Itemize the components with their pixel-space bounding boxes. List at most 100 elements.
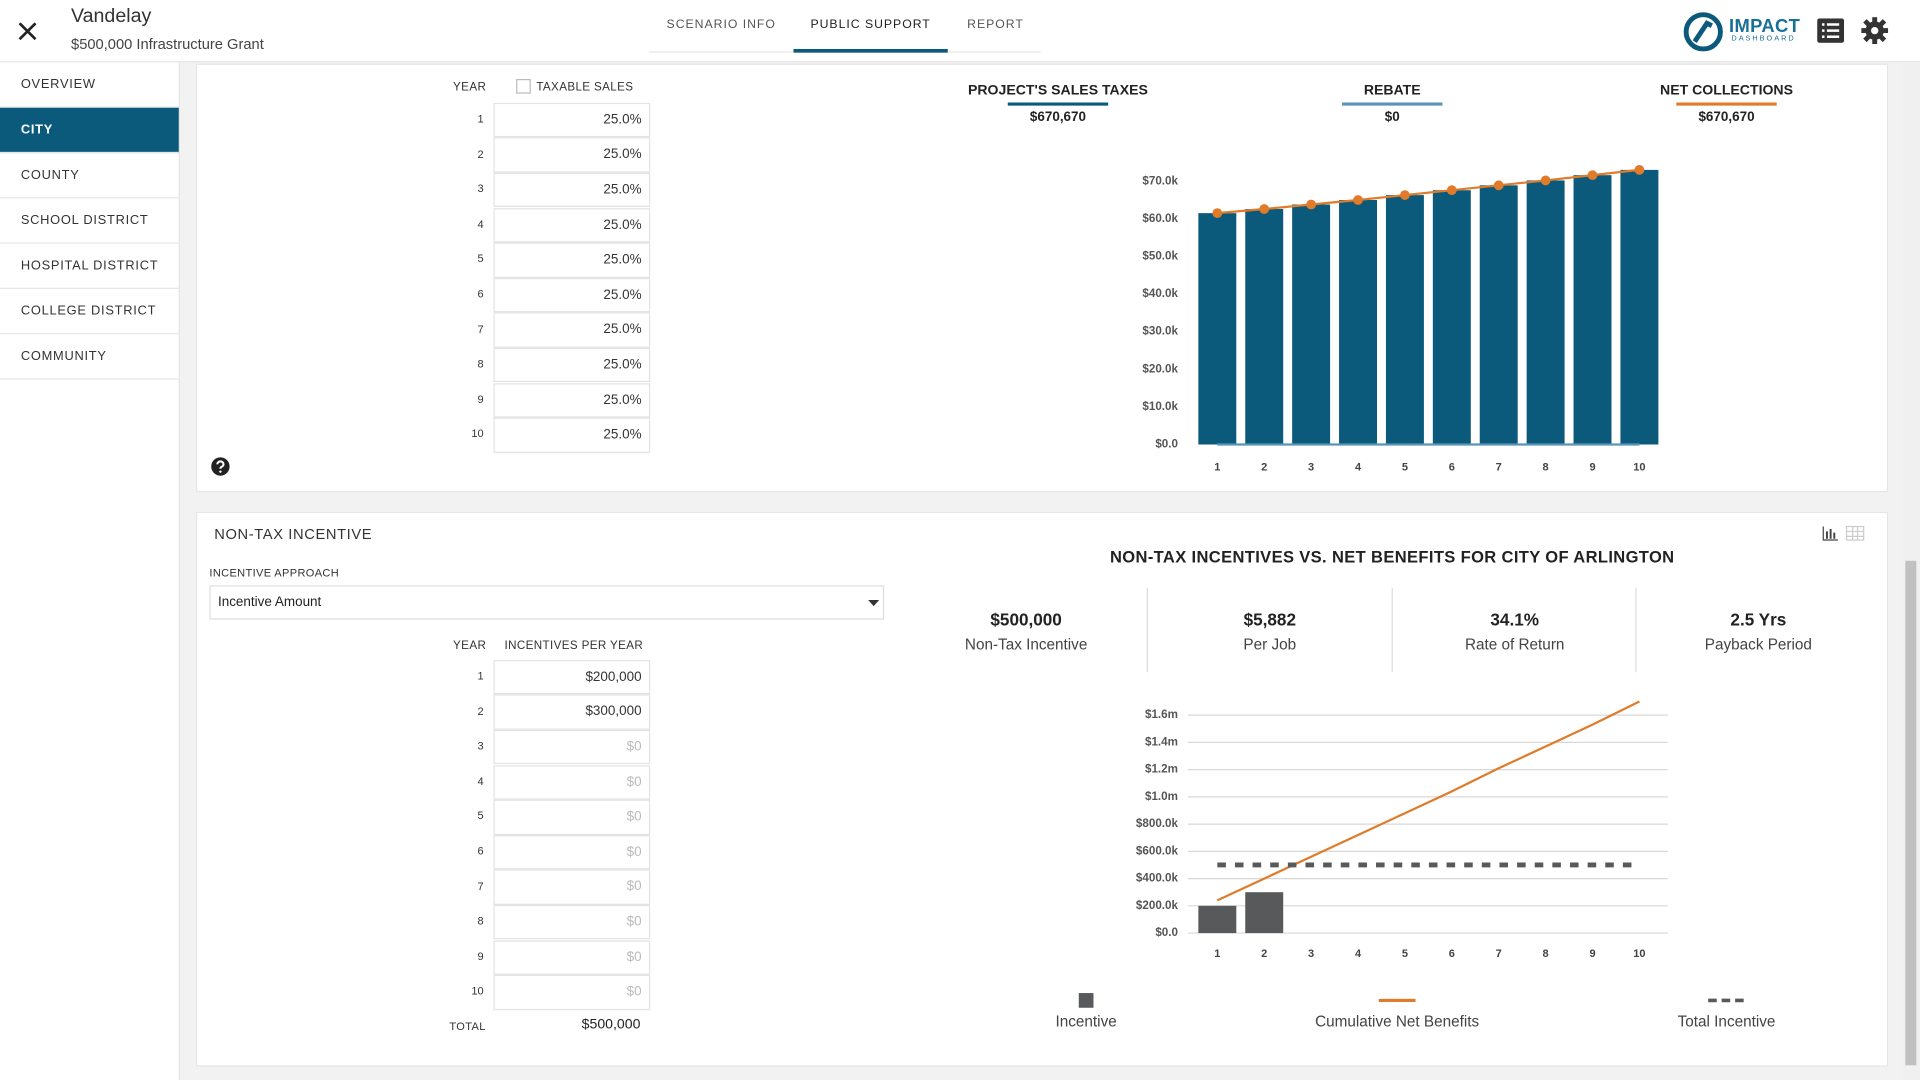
sidebar-item[interactable]: SCHOOL DISTRICT	[0, 198, 179, 244]
value-cell[interactable]: $0	[493, 799, 651, 835]
value-header: INCENTIVES PER YEAR	[504, 639, 644, 653]
sidebar-item[interactable]: OVERVIEW	[0, 62, 179, 108]
point	[1259, 204, 1270, 214]
value-cell[interactable]: $0	[493, 764, 651, 800]
value-cell[interactable]: 25.0%	[493, 242, 651, 278]
stat-value: 34.1%	[1490, 609, 1539, 629]
x-tick-label: 8	[1543, 462, 1549, 474]
value-cell[interactable]: $0	[493, 869, 651, 905]
y-tick-label: $20.0k	[1142, 362, 1178, 375]
point	[1634, 164, 1645, 175]
legend-label: PROJECT'S SALES TAXES	[968, 81, 1148, 97]
tab[interactable]: REPORT	[967, 18, 1024, 32]
list-icon[interactable]	[1817, 18, 1845, 43]
sidebar-item[interactable]: COUNTY	[0, 153, 179, 199]
x-tick-label: 7	[1496, 462, 1502, 474]
x-tick-label: 5	[1402, 948, 1408, 960]
stat-value: $500,000	[990, 609, 1061, 629]
x-tick-label: 4	[1355, 948, 1362, 960]
x-tick-label: 2	[1261, 462, 1267, 474]
value-cell[interactable]: $300,000	[493, 694, 651, 730]
point	[1540, 175, 1551, 186]
value-cell[interactable]: 25.0%	[493, 312, 651, 348]
approach-label: INCENTIVE APPROACH	[209, 566, 340, 580]
logo-icon	[1683, 12, 1723, 52]
value-cell[interactable]: $0	[493, 939, 651, 975]
x-tick-label: 3	[1308, 462, 1314, 474]
stat-label: Per Job	[1243, 636, 1296, 653]
year-label: 3	[477, 739, 484, 753]
logo-subtext: DASHBOARD	[1731, 35, 1796, 43]
tab[interactable]: PUBLIC SUPPORT	[810, 18, 931, 32]
value-cell[interactable]: 25.0%	[493, 347, 651, 383]
taxable-checkbox[interactable]	[516, 78, 532, 94]
y-tick-label: $1.6m	[1145, 708, 1178, 721]
value-cell[interactable]: $0	[493, 974, 651, 1010]
point	[1353, 195, 1363, 205]
x-tick-label: 1	[1214, 948, 1220, 960]
x-tick-label: 4	[1355, 462, 1362, 474]
sidebar-item[interactable]: HOSPITAL DISTRICT	[0, 244, 179, 289]
value-cell[interactable]: $0	[493, 904, 651, 940]
total-value: $500,000	[581, 1017, 641, 1033]
y-tick-label: $1.0m	[1145, 790, 1178, 803]
tab[interactable]: SCENARIO INFO	[666, 18, 776, 32]
stat-value: 2.5 Yrs	[1730, 609, 1786, 629]
x-tick-label: 1	[1214, 462, 1220, 474]
sidebar-item[interactable]: CITY	[0, 107, 179, 154]
help-icon[interactable]	[211, 457, 231, 477]
scroll-thumb[interactable]	[1905, 560, 1917, 1066]
legend-swatch	[1078, 993, 1094, 1008]
bar	[1620, 169, 1659, 445]
sidebar-item[interactable]: COLLEGE DISTRICT	[0, 289, 179, 335]
year-label: 7	[477, 879, 484, 893]
line	[1217, 168, 1640, 215]
x-tick-label: 10	[1633, 948, 1645, 960]
value-cell[interactable]: 25.0%	[493, 417, 651, 453]
value-cell[interactable]: $0	[493, 729, 651, 765]
bar	[1245, 892, 1284, 934]
scrollbar[interactable]	[1901, 63, 1920, 1080]
tab-underline	[793, 48, 948, 53]
sidebar-item[interactable]: COMMUNITY	[0, 334, 179, 380]
bar	[1198, 213, 1237, 445]
header: Vandelay $500,000 Infrastructure Grant S…	[0, 0, 1920, 63]
bar	[1198, 905, 1237, 934]
year-label: 7	[477, 322, 484, 336]
y-tick-label: $30.0k	[1142, 325, 1178, 338]
value-cell[interactable]: 25.0%	[493, 207, 651, 243]
legend-label: Incentive	[1056, 1013, 1117, 1030]
view-toggle[interactable]	[1822, 525, 1866, 542]
y-tick-label: $40.0k	[1142, 287, 1178, 300]
value-cell[interactable]: 25.0%	[493, 172, 651, 208]
total-label: TOTAL	[449, 1020, 486, 1033]
stat-label: Rate of Return	[1465, 636, 1564, 653]
value-cell[interactable]: 25.0%	[493, 137, 651, 173]
legend-label: Total Incentive	[1678, 1013, 1776, 1030]
approach-select[interactable]: Incentive Amount	[209, 585, 885, 620]
year-label: 9	[477, 949, 484, 963]
point	[1587, 170, 1598, 181]
value-cell[interactable]: 25.0%	[493, 102, 651, 138]
value-header: TAXABLE SALES	[536, 80, 634, 95]
y-tick-label: $70.0k	[1142, 174, 1178, 187]
y-tick-label: $200.0k	[1136, 899, 1179, 912]
logo-text: IMPACT	[1728, 15, 1801, 37]
value-cell[interactable]: $200,000	[493, 659, 651, 695]
x-tick-label: 6	[1449, 462, 1455, 474]
value-cell[interactable]: 25.0%	[493, 277, 651, 313]
value-cell[interactable]: $0	[493, 834, 651, 870]
bar	[1526, 180, 1565, 445]
value-cell[interactable]: 25.0%	[493, 382, 651, 418]
close-button[interactable]	[17, 21, 38, 42]
year-label: 10	[471, 427, 484, 441]
chart-title: NON-TAX INCENTIVES VS. NET BENEFITS FOR …	[1110, 548, 1674, 567]
settings-icon[interactable]	[1861, 17, 1889, 45]
stat-label: Non-Tax Incentive	[965, 636, 1087, 653]
y-tick-label: $400.0k	[1136, 872, 1179, 885]
point	[1400, 190, 1410, 200]
year-label: 2	[477, 147, 484, 160]
y-tick-label: $10.0k	[1142, 400, 1178, 413]
panel-title: NON-TAX INCENTIVE	[214, 525, 373, 543]
